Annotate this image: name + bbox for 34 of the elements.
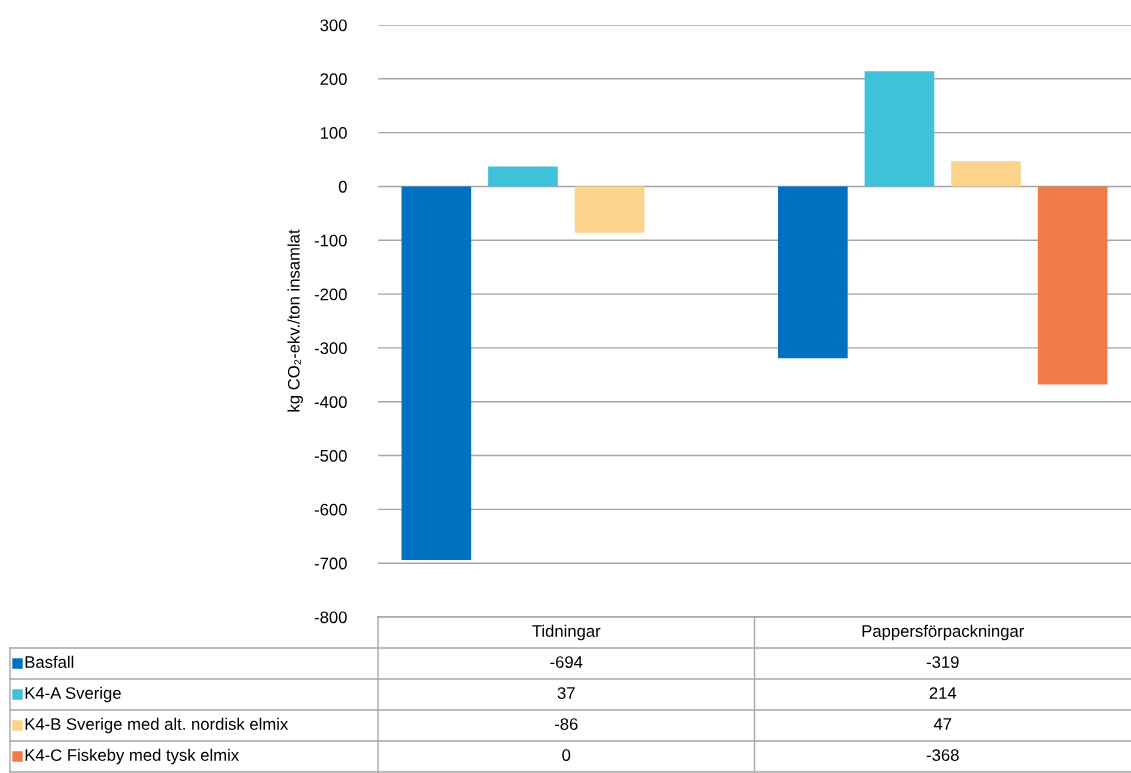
legend-label: Basfall: [25, 655, 74, 668]
y-tick-label: -300: [314, 342, 347, 355]
bar: [574, 186, 645, 233]
legend-label: K4-B Sverige med alt. nordisk elmix: [25, 717, 289, 734]
bar: [1037, 186, 1108, 385]
y-tick-label: -700: [314, 557, 347, 570]
data-label: -368: [926, 749, 959, 761]
y-tick-label: -200: [314, 288, 347, 301]
data-label: -86: [554, 718, 578, 730]
y-tick-label: 200: [320, 73, 347, 86]
y-axis-title: kg CO₂-ekv./ton insamlat: [287, 229, 303, 412]
y-tick-label: 100: [320, 127, 347, 139]
data-label: 214: [929, 687, 957, 699]
x-tick-label: Tidningar: [532, 624, 601, 641]
legend-label: K4-C Fiskeby med tysk elmix: [25, 748, 239, 765]
legend-label: K4-A Sverige: [25, 686, 121, 703]
y-tick-label: -500: [314, 449, 347, 462]
y-tick-label: 0: [338, 180, 347, 193]
data-label: -694: [550, 656, 583, 668]
data-label: 37: [557, 687, 575, 699]
y-tick-label: -100: [314, 234, 347, 247]
data-label: 0: [562, 749, 571, 761]
bar: [488, 166, 558, 187]
bar: [864, 71, 935, 187]
y-tick-label: -800: [314, 611, 347, 624]
bar: [951, 161, 1021, 187]
y-tick-label: 300: [320, 19, 347, 32]
y-tick-label: -400: [314, 396, 347, 408]
data-label: -319: [926, 656, 959, 668]
bar: [401, 186, 472, 560]
y-tick-label: -600: [314, 503, 347, 516]
x-tick-label: Pappersförpackningar: [862, 624, 1025, 641]
data-label: 47: [933, 718, 952, 730]
bar: [778, 186, 848, 359]
